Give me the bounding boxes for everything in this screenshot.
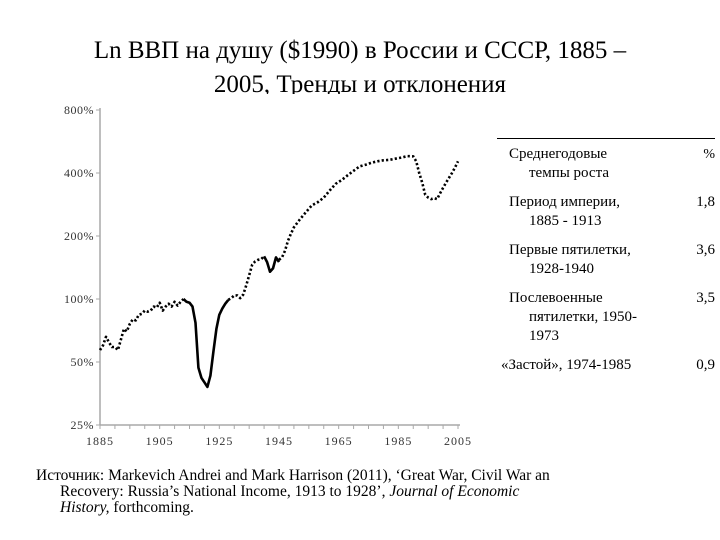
x-tick-label: 2005	[444, 434, 472, 448]
x-tick-label: 1965	[325, 434, 353, 448]
table-row-value: 0,9	[696, 357, 715, 373]
series-segment-solid	[262, 255, 281, 274]
y-tick-label: 25%	[71, 418, 95, 432]
series-segment-solid	[182, 298, 230, 389]
x-tick-label: 1925	[205, 434, 233, 448]
growth-rates-table: Среднегодовые темпы роста % Период импер…	[497, 138, 715, 379]
table-row-value: 3,5	[696, 290, 715, 306]
source-line-1: Источник: Markevich Andrei and Mark Harr…	[36, 467, 550, 484]
x-tick-label: 1985	[384, 434, 412, 448]
y-tick-label: 800%	[64, 103, 94, 117]
x-tick-label: 1905	[146, 434, 174, 448]
table-row: Период империи, 1885 - 1913 1,8	[497, 187, 715, 235]
y-tick-label: 400%	[64, 166, 94, 180]
slide-title: Ln ВВП на душу ($1990) в России и СССР, …	[40, 34, 680, 94]
table-row-value: 1,8	[696, 194, 715, 210]
table-header-value: %	[703, 147, 715, 162]
table-row-label: Первые пятилетки,	[509, 242, 631, 258]
table-row-label: Послевоенные	[509, 290, 603, 306]
y-tick-label: 100%	[64, 292, 94, 306]
table-row-label: «Застой», 1974-1985	[501, 357, 632, 373]
series-segment-dotted	[98, 298, 185, 352]
table-header-label: Среднегодовые	[509, 146, 608, 162]
source-line-2: Recovery: Russia’s National Income, 1913…	[60, 483, 390, 500]
x-tick-label: 1885	[86, 434, 114, 448]
table-row: Первые пятилетки, 1928-1940 3,6	[497, 235, 715, 283]
table-row-period-cont: 1973	[529, 328, 559, 344]
source-journal: Journal of Economic	[389, 483, 520, 500]
table-row: «Застой», 1974-1985 0,9	[497, 350, 715, 379]
slide-title-line-1: Ln ВВП на душу ($1990) в России и СССР, …	[93, 37, 627, 64]
y-tick-label: 200%	[64, 229, 94, 243]
table-header-row: Среднегодовые темпы роста %	[497, 139, 715, 187]
table-row-label: Период империи,	[509, 194, 620, 210]
table-row: Послевоенные пятилетки, 1950- 1973 3,5	[497, 283, 715, 350]
table-row-period: 1928-1940	[529, 261, 594, 277]
source-status: forthcoming.	[109, 499, 194, 516]
table-row-period: 1885 - 1913	[529, 213, 602, 229]
series-segment-dotted	[227, 255, 266, 302]
table-row-period: пятилетки, 1950-	[529, 309, 638, 325]
y-tick-label: 50%	[71, 355, 95, 369]
x-tick-label: 1945	[265, 434, 293, 448]
series-segment-dotted	[278, 154, 460, 261]
table-row-value: 3,6	[696, 242, 715, 258]
source-journal-cont: History,	[60, 499, 110, 516]
source-note: Источник: Markevich Andrei and Mark Harr…	[36, 468, 706, 516]
table-header-label-cont: темпы роста	[529, 165, 609, 181]
slide-title-line-2: 2005, Тренды и отклонения	[213, 71, 507, 94]
